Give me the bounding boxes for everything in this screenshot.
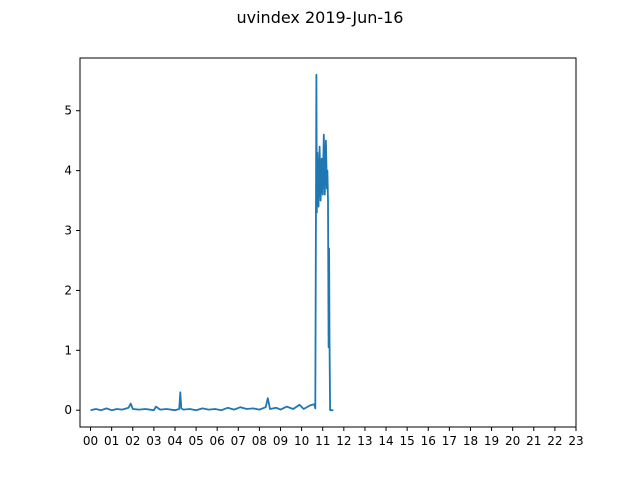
x-tick-label: 02 — [125, 434, 140, 448]
series-line — [90, 73, 334, 412]
x-tick-label: 18 — [463, 434, 478, 448]
axes-frame — [79, 57, 577, 428]
x-tick-label: 04 — [167, 434, 182, 448]
y-tick-label: 2 — [64, 283, 72, 297]
x-tick-label: 13 — [357, 434, 372, 448]
x-tick-label: 22 — [547, 434, 562, 448]
chart-title: uvindex 2019-Jun-16 — [236, 8, 404, 27]
x-tick-label: 23 — [568, 434, 583, 448]
x-tick-label: 20 — [505, 434, 520, 448]
x-tick-label: 00 — [83, 434, 98, 448]
x-tick-label: 09 — [273, 434, 288, 448]
x-tick-label: 08 — [252, 434, 267, 448]
x-tick-label: 17 — [442, 434, 457, 448]
y-tick-label: 1 — [64, 343, 72, 357]
x-tick-label: 21 — [526, 434, 541, 448]
x-tick-label: 12 — [336, 434, 351, 448]
x-tick-label: 11 — [315, 434, 330, 448]
x-tick-label: 14 — [378, 434, 393, 448]
series-layer — [90, 73, 334, 412]
x-tick-label: 19 — [484, 434, 499, 448]
x-tick-label: 15 — [400, 434, 415, 448]
x-axis: 00 01 02 03 04 05 06 07 08 09 10 11 12 13 14 15 16 17 18 19… — [83, 427, 584, 448]
x-tick-label: 10 — [294, 434, 309, 448]
y-axis: 0 1 2 3 4 5 — [64, 104, 80, 417]
x-tick-label: 03 — [146, 434, 161, 448]
y-tick-label: 4 — [64, 164, 72, 178]
x-tick-label: 16 — [421, 434, 436, 448]
y-tick-label: 0 — [64, 403, 72, 417]
x-tick-label: 05 — [188, 434, 203, 448]
x-tick-label: 06 — [210, 434, 225, 448]
x-tick-label: 01 — [104, 434, 119, 448]
y-tick-label: 5 — [64, 104, 72, 118]
y-tick-label: 3 — [64, 224, 72, 238]
x-tick-label: 07 — [231, 434, 246, 448]
